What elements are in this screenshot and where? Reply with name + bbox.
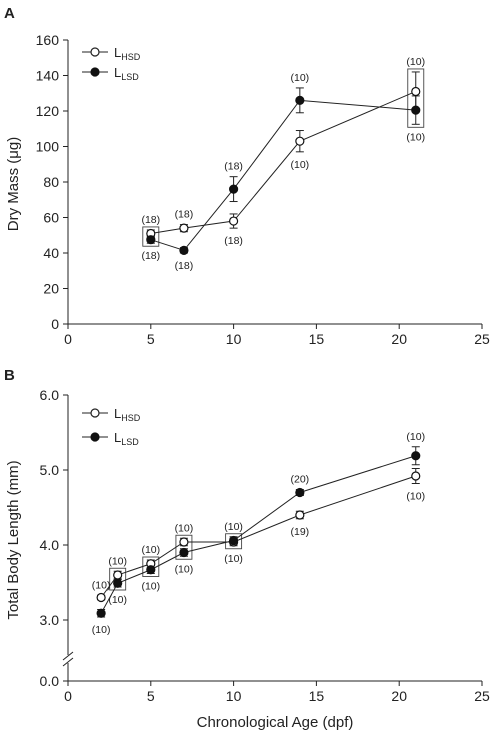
panel-b-group-box xyxy=(225,533,243,550)
panel-a-point-hsd xyxy=(411,86,421,97)
panel-b-sample-size-label: (10) xyxy=(141,581,160,593)
panel-b-point-lsd xyxy=(146,565,156,575)
panel-a-x-tick-label: 5 xyxy=(147,331,155,347)
panel-a-legend: LHSD LLSD xyxy=(82,45,141,82)
panel-a-point-hsd xyxy=(179,223,189,233)
panel-b-y-tick-label: 6.0 xyxy=(40,387,60,403)
panel-b-sample-size-label: (10) xyxy=(175,563,194,575)
panel-a-sample-size-label: (18) xyxy=(141,250,160,262)
panel-b-point-hsd xyxy=(411,471,421,481)
panel-b-point-lsd xyxy=(179,547,189,558)
panel-b-sample-size-label: (10) xyxy=(406,491,425,503)
panel-b-series-line-hsd xyxy=(100,475,416,598)
panel-b-sample-size-label: (19) xyxy=(290,526,309,538)
panel-a-x-tick-label: 25 xyxy=(474,331,490,347)
panel-a-sample-size-label: (18) xyxy=(175,209,194,221)
panel-b-point-lsd xyxy=(113,578,123,588)
panel-a: A 0 5 10 15 20 25 0 20 40 60 80 100 120 140 160 (18) (18… xyxy=(4,5,490,347)
panel-b-sample-size-label: (10) xyxy=(141,544,160,556)
panel-b-group-box xyxy=(109,567,127,591)
panel-b-sample-size-label: (10) xyxy=(224,553,243,565)
panel-b-x-tick-label: 20 xyxy=(391,688,407,704)
panel-a-sample-size-label: (10) xyxy=(290,159,309,171)
panel-b-legend-lsd: LLSD xyxy=(114,430,139,447)
panel-a-group-box xyxy=(407,68,425,128)
panel-a-y-tick-label: 100 xyxy=(36,139,60,155)
panel-a-x-tick-label: 10 xyxy=(226,331,242,347)
panel-a-y-tick-label: 0 xyxy=(51,316,59,332)
panel-b-point-lsd xyxy=(96,608,106,618)
panel-b-axis-break-mark xyxy=(62,651,74,661)
panel-a-y-tick-label: 120 xyxy=(36,103,60,119)
panel-a-y-tick-label: 20 xyxy=(43,281,59,297)
panel-b-point-hsd xyxy=(113,570,123,580)
panel-b-sample-size-label: (10) xyxy=(175,522,194,534)
panel-a-letter: A xyxy=(4,5,15,22)
legend-open-circle-marker xyxy=(90,408,100,418)
legend-open-circle-marker xyxy=(90,47,100,57)
panel-b-sample-size-label: (10) xyxy=(224,521,243,533)
panel-b-point-lsd xyxy=(295,487,305,498)
panel-a-sample-size-label: (10) xyxy=(290,72,309,84)
panel-a-plot: 0 5 10 15 20 25 0 20 40 60 80 100 120 140 160 (18) (18) (… xyxy=(36,32,490,347)
panel-a-sample-size-label: (10) xyxy=(406,56,425,68)
panel-b-x-axis-title: Chronological Age (dpf) xyxy=(197,714,354,731)
panel-a-group-box xyxy=(142,226,160,247)
panel-b-x-tick-label: 5 xyxy=(147,688,155,704)
panel-a-y-tick-label: 60 xyxy=(43,210,59,226)
panel-b-y-tick-label: 3.0 xyxy=(40,612,60,628)
panel-b-sample-size-label: (10) xyxy=(108,555,127,567)
panel-a-series-line-lsd xyxy=(150,99,416,251)
panel-a-legend-lsd: LLSD xyxy=(114,65,139,82)
panel-a-x-tick-label: 20 xyxy=(391,331,407,347)
panel-b-point-hsd xyxy=(179,537,189,547)
panel-b-x-tick-label: 25 xyxy=(474,688,490,704)
panel-a-point-hsd xyxy=(295,136,305,146)
panel-a-point-lsd xyxy=(229,184,239,194)
panel-b-sample-size-label: (10) xyxy=(92,579,111,591)
legend-filled-circle-marker xyxy=(90,67,100,77)
panel-b-legend-hsd: LHSD xyxy=(114,406,141,423)
panel-b-plot: 0 5 10 15 20 25 0.0 3.0 4.0 5.0 6.0 (10) (10) (10) (10… xyxy=(40,387,490,704)
panel-b-point-hsd xyxy=(295,510,305,520)
panel-a-sample-size-label: (18) xyxy=(224,161,243,173)
panel-a-sample-size-label: (18) xyxy=(141,214,160,226)
panel-a-y-tick-label: 80 xyxy=(43,174,59,190)
panel-b-sample-size-label: (20) xyxy=(290,474,309,486)
panel-a-x-tick-label: 15 xyxy=(309,331,325,347)
panel-b-y-tick-label: 0.0 xyxy=(40,673,60,689)
panel-b-x-tick-label: 10 xyxy=(226,688,242,704)
panel-a-y-tick-label: 40 xyxy=(43,245,59,261)
legend-filled-circle-marker xyxy=(90,432,100,442)
panel-b-axis-break-mark xyxy=(62,657,74,667)
panel-b-x-tick-label: 0 xyxy=(64,688,72,704)
panel-b-point-lsd xyxy=(411,451,421,461)
panel-b-y-tick-label: 4.0 xyxy=(40,537,60,553)
panel-a-point-lsd xyxy=(146,235,156,245)
panel-b-y-tick-label: 5.0 xyxy=(40,462,60,478)
panel-b-letter: B xyxy=(4,367,15,384)
panel-a-y-axis-title: Dry Mass (μg) xyxy=(5,137,22,231)
panel-b-sample-size-label: (10) xyxy=(108,594,127,606)
panel-a-sample-size-label: (18) xyxy=(175,260,194,272)
panel-a-point-lsd xyxy=(295,95,305,105)
panel-a-point-lsd xyxy=(179,245,189,255)
panel-a-y-tick-label: 160 xyxy=(36,32,60,48)
panel-b-y-axis-title: Total Body Length (mm) xyxy=(5,460,22,619)
panel-b-x-tick-label: 15 xyxy=(309,688,325,704)
panel-b-sample-size-label: (10) xyxy=(92,624,111,636)
panel-b-point-hsd xyxy=(96,592,106,603)
panel-a-x-tick-label: 0 xyxy=(64,331,72,347)
panel-b: B 0 5 10 15 20 25 0.0 3.0 4.0 5.0 6.0 (10) (10) (10) (… xyxy=(4,367,490,731)
panel-a-point-hsd xyxy=(229,216,239,226)
panel-b-sample-size-label: (10) xyxy=(406,431,425,443)
panel-b-point-lsd xyxy=(229,535,239,546)
panel-a-point-lsd xyxy=(411,105,421,115)
panel-a-y-tick-label: 140 xyxy=(36,68,60,84)
panel-b-legend: LHSD LLSD xyxy=(82,406,141,447)
panel-a-sample-size-label: (18) xyxy=(224,235,243,247)
panel-a-sample-size-label: (10) xyxy=(406,131,425,143)
panel-a-legend-hsd: LHSD xyxy=(114,45,141,62)
